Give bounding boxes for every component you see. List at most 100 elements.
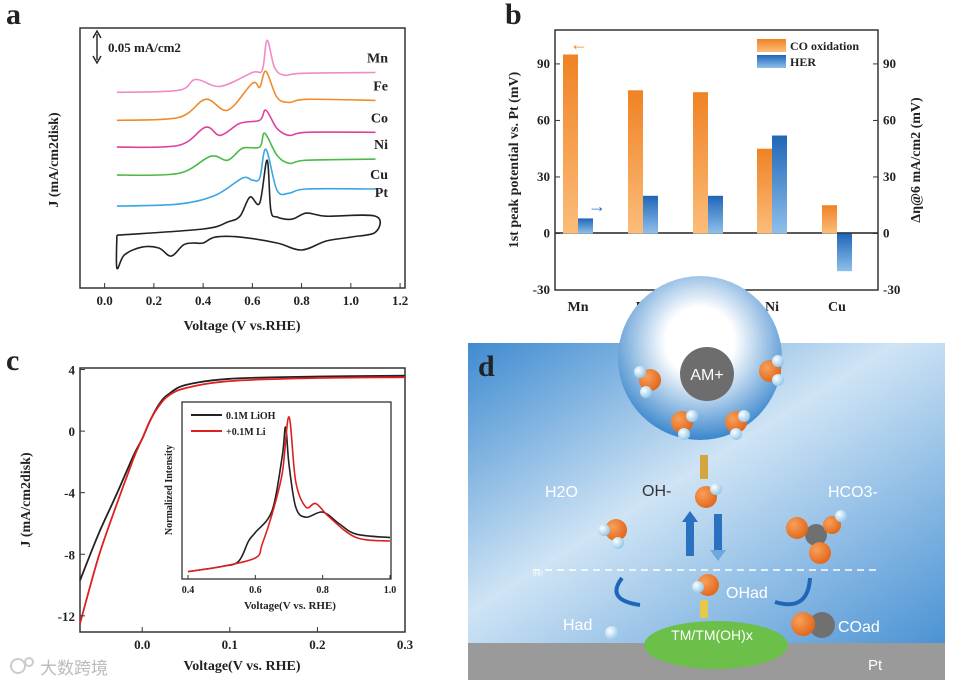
x-axis-label: Voltage (V vs.RHE)	[183, 319, 300, 334]
bar-her-co	[708, 195, 723, 234]
x-tick-label: 1.2	[392, 293, 408, 308]
inset-curve--0-1m-li	[187, 416, 391, 573]
axis-ticks: -30 -30 0 0 30 30 60 60 90 90	[533, 56, 901, 297]
y-tick-label-left: -30	[533, 282, 550, 297]
water-molecule	[634, 366, 661, 398]
co-ad-label: COad	[838, 619, 880, 636]
legend-swatch-co	[757, 39, 786, 52]
curves	[115, 39, 381, 270]
oxygen-atom	[809, 542, 831, 564]
legend-label-li: +0.1M Li	[226, 427, 266, 438]
y-tick-label: -4	[64, 486, 75, 501]
inset-x-tick-label: 1.0	[384, 585, 397, 596]
series-label-ni: Ni	[374, 138, 388, 153]
y-tick-label-left: 90	[537, 56, 550, 71]
x-tick-label: 0.2	[146, 293, 162, 308]
hydrogen-atom	[835, 510, 847, 522]
oh-minus-label: OH-	[642, 483, 671, 500]
series-label-co: Co	[371, 111, 388, 126]
adsorbed-hydrogen	[605, 626, 619, 640]
legend-label-her: HER	[790, 55, 816, 69]
plot-frame	[554, 29, 879, 291]
bar-co-oxidation-fe	[628, 90, 643, 234]
y-tick-label: -12	[58, 609, 75, 624]
panel-d-diagram: Pt d AM+ IHP TM/TM(OH)x H2O OH- HCO3- OH…	[468, 276, 945, 680]
legend-label-co: CO oxidation	[790, 39, 859, 53]
oxygen-atom	[786, 517, 808, 539]
series-labels: Mn Fe Co Ni Cu Pt	[367, 51, 388, 200]
carbon-atom	[805, 524, 827, 546]
legend-swatch-her	[757, 55, 786, 68]
inset-y-axis-label: Normalized Intensity	[164, 445, 175, 535]
hydroxide-ion	[695, 483, 722, 508]
curve-ni	[116, 132, 376, 177]
x-ticks: 0.0 0.2 0.4 0.6 0.8 1.0 1.2	[96, 283, 408, 308]
y-axis-label-left: 1st peak potential vs. Pt (mV)	[507, 71, 522, 248]
panel-label-d: d	[478, 350, 495, 383]
cation-label: AM+	[690, 367, 723, 384]
oxygen-atom	[791, 612, 815, 636]
inset-x-tick-label: 0.4	[182, 585, 195, 596]
panel-a: a Mn Fe Co Ni Cu Pt 0.0 0.2 0.4 0.6 0.8 1.0 1.2 0.0…	[6, 0, 408, 334]
curves	[79, 374, 406, 624]
curve-mn	[116, 39, 376, 94]
bar-co-oxidation-co	[693, 92, 708, 234]
bar-her-mn	[578, 218, 593, 234]
oh-ad-label: OHad	[726, 585, 768, 602]
oxygen-atom	[605, 519, 627, 541]
bar-her-ni	[772, 135, 787, 234]
catalyst-label: TM/TM(OH)x	[671, 627, 753, 643]
water-molecule	[725, 410, 750, 440]
watermark-logo-icon	[10, 657, 34, 674]
curved-arrow-right-icon	[774, 577, 812, 607]
panel-label-b: b	[505, 0, 522, 31]
inset-curves	[187, 416, 391, 573]
curved-arrow-left-icon	[614, 576, 641, 607]
bar-co-oxidation-cu	[822, 205, 837, 234]
hydrogen-atom	[634, 366, 646, 378]
x-tick-label: 0.1	[222, 637, 238, 652]
curve-co	[116, 109, 376, 149]
left-axis-arrow-icon: ←	[570, 34, 588, 54]
water-molecule	[598, 519, 627, 549]
series-label-pt: Pt	[375, 186, 389, 201]
hbond-top	[700, 455, 708, 479]
up-arrow-head-icon	[682, 511, 698, 522]
inset-legend: 0.1M LiOH +0.1M Li	[191, 411, 276, 438]
y-tick-label: 4	[69, 363, 76, 378]
plot-frame	[79, 27, 406, 289]
hydrogen-atom	[772, 374, 784, 386]
inset-x-axis-label: Voltage(V vs. RHE)	[244, 600, 336, 612]
co-molecule	[791, 612, 835, 638]
curve-fe	[116, 70, 376, 122]
y-tick-label: 0	[69, 424, 76, 439]
x-axis-label: Voltage(V vs. RHE)	[183, 659, 300, 674]
y-axis-label: J (mA/cm2disk)	[47, 112, 62, 208]
y-tick-label-left: 30	[537, 169, 550, 184]
y-tick-label: -8	[64, 547, 75, 562]
scale-bar-arrow-icon	[92, 29, 102, 65]
y-tick-label-right: 30	[883, 169, 896, 184]
hydrogen-atom	[678, 428, 690, 440]
carbon-atom	[809, 612, 835, 638]
x-tick-label: 0.4	[195, 293, 212, 308]
inset-x-tick-label: 0.8	[316, 585, 329, 596]
ihp-label: IHP	[533, 572, 543, 578]
y-axis-label: J (mA/cm2disk)	[19, 452, 34, 548]
inset-x-tick-label: 0.6	[249, 585, 262, 596]
panel-label-a: a	[6, 0, 21, 31]
series-label-cu: Cu	[370, 168, 388, 183]
substrate-label: Pt	[868, 657, 883, 674]
y-tick-label-left: 0	[544, 225, 551, 240]
h-ad-label: Had	[563, 617, 592, 634]
bicarbonate-molecule	[786, 510, 847, 564]
right-axis-arrow-icon: →	[588, 196, 606, 216]
hydrogen-atom	[772, 355, 784, 367]
curve-pt	[115, 159, 381, 270]
y-tick-label-right: -30	[883, 282, 900, 297]
molecules	[598, 355, 847, 640]
x-tick-label: 0.0	[96, 293, 112, 308]
x-tick-label: 1.0	[343, 293, 359, 308]
